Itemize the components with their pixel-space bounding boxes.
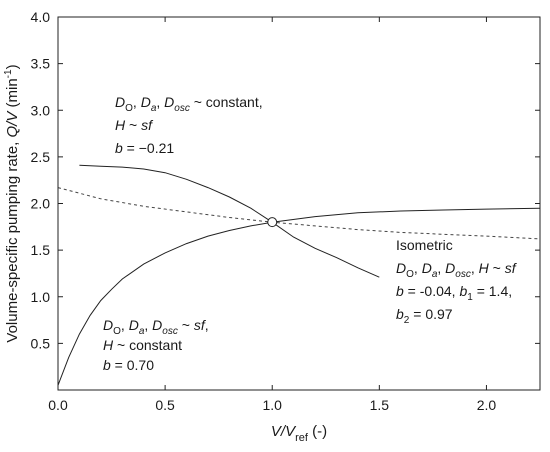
x-axis-title: V/Vref (-) [271, 423, 327, 444]
x-axis-title-suffix: (-) [308, 423, 327, 440]
annotation-text-segment: b [459, 283, 467, 299]
annotation-text-segment: b [396, 283, 404, 299]
annotation-text-segment: ~ [489, 260, 505, 276]
y-axis-title-unit-post: ) [4, 64, 21, 69]
annotation-text-segment: ~ [178, 317, 194, 333]
annotation-text-segment: b [103, 357, 111, 373]
annotation-text-segment: O [113, 326, 121, 337]
annotation-text-segment: osc [455, 269, 471, 280]
y-tick-label-4: 2.5 [31, 149, 51, 165]
annotation-text-segment: osc [162, 326, 178, 337]
y-axis-title-unit-sup: -1 [3, 69, 14, 78]
x-tick-label-4: 2.0 [477, 397, 497, 413]
annotation-text-segment: , [121, 317, 129, 333]
annotation-text-segment: , [437, 260, 445, 276]
annotation-text-segment: 1 [467, 292, 473, 303]
annotation-text-segment: D [422, 260, 432, 276]
plot-frame [57, 16, 541, 391]
annotation-text-segment: , [471, 260, 479, 276]
annotation-text-segment: sf [194, 317, 207, 333]
annotation-text-segment: Isometric [396, 237, 453, 253]
annotation-text-segment: O [406, 269, 414, 280]
series-line-1 [79, 164, 380, 278]
y-tick-label-2: 1.5 [31, 242, 51, 258]
annotation-text-segment: = 0.97 [409, 306, 452, 322]
annotation-text-segment: D [164, 94, 174, 110]
annotation-text-segment: b [115, 140, 123, 156]
x-tick-label-3: 1.5 [370, 397, 390, 413]
annotations: DO, Da, Dosc ~ constant,H ~ sfb = −0.21D… [103, 94, 518, 373]
annotation-upper-left-line-0: DO, Da, Dosc ~ constant, [115, 94, 263, 114]
annotation-text-segment: D [129, 317, 139, 333]
annotation-lower-left-line-2: b = 0.70 [103, 357, 154, 373]
annotation-text-segment: D [141, 94, 151, 110]
y-axis-title-main: Q/V [4, 110, 21, 138]
annotation-text-segment: D [103, 317, 113, 333]
annotation-text-segment: , [156, 94, 164, 110]
annotation-text-segment: H [115, 117, 126, 133]
annotation-text-segment: a [432, 269, 438, 280]
annotation-lower-left-line-1: H ~ constant [103, 337, 182, 353]
y-tick-label-1: 1.0 [31, 289, 51, 305]
annotation-text-segment: D [152, 317, 162, 333]
annotation-text-segment: = 1.4, [473, 283, 512, 299]
annotation-text-segment: a [151, 103, 157, 114]
annotation-text-segment: , [144, 317, 152, 333]
annotation-right-line-2: b = -0.04, b1 = 1.4, [396, 283, 512, 303]
annotation-text-segment: a [139, 326, 145, 337]
annotation-right-line-0: Isometric [396, 237, 453, 253]
x-axis-ticks: 0.0 0.5 1.0 1.5 2.0 [48, 17, 496, 413]
series-line-2 [57, 207, 541, 386]
annotation-text-segment: ~ constant [113, 337, 182, 353]
annotation-right-line-3: b2 = 0.97 [396, 306, 453, 326]
annotation-text-segment: ~ constant, [190, 94, 263, 110]
y-tick-label-6: 3.5 [31, 56, 51, 72]
series-line-3 [57, 187, 541, 240]
x-axis-title-sub: ref [295, 432, 309, 444]
annotation-text-segment: O [125, 103, 133, 114]
annotation-text-segment: H [479, 260, 490, 276]
annotation-text-segment: sf [505, 260, 518, 276]
x-tick-label-1: 0.5 [155, 397, 175, 413]
annotation-text-segment: 2 [404, 315, 410, 326]
x-axis-title-main: V/V [271, 423, 297, 440]
y-axis-title: Volume-specific pumping rate, Q/V (min-1… [3, 64, 21, 342]
annotation-text-segment: = 0.70 [111, 357, 154, 373]
annotation-text-segment: = −0.21 [123, 140, 175, 156]
annotation-text-segment: , [133, 94, 141, 110]
annotation-right-line-1: DO, Da, Dosc, H ~ sf [396, 260, 518, 280]
x-tick-label-2: 1.0 [262, 397, 282, 413]
annotation-text-segment: D [445, 260, 455, 276]
plot-lines [57, 164, 541, 386]
y-axis-title-unit-pre: (min [4, 78, 21, 111]
y-axis-ticks: 0.5 1.0 1.5 2.0 2.5 3.0 3.5 4.0 [31, 9, 540, 351]
annotation-text-segment: , [414, 260, 422, 276]
y-tick-label-3: 2.0 [31, 196, 51, 212]
annotation-text-segment: osc [174, 103, 190, 114]
annotation-text-segment: b [396, 306, 404, 322]
annotation-upper-left: DO, Da, Dosc ~ constant,H ~ sfb = −0.21 [115, 94, 263, 156]
y-tick-label-7: 4.0 [31, 9, 51, 25]
annotation-text-segment: sf [141, 117, 154, 133]
annotation-upper-left-line-2: b = −0.21 [115, 140, 174, 156]
y-tick-label-5: 3.0 [31, 102, 51, 118]
annotation-text-segment: D [396, 260, 406, 276]
y-axis-title-prefix: Volume-specific pumping rate, [4, 137, 21, 342]
annotation-text-segment: , [205, 317, 209, 333]
y-tick-label-0: 0.5 [31, 335, 51, 351]
annotation-upper-left-line-1: H ~ sf [115, 117, 154, 133]
annotation-text-segment: ~ [125, 117, 141, 133]
x-tick-label-0: 0.0 [48, 397, 68, 413]
annotation-text-segment: D [115, 94, 125, 110]
annotation-lower-left-line-0: DO, Da, Dosc ~ sf, [103, 317, 209, 337]
annotation-text-segment: H [103, 337, 114, 353]
annotation-text-segment: = -0.04, [404, 283, 460, 299]
intersection-marker [267, 217, 278, 228]
